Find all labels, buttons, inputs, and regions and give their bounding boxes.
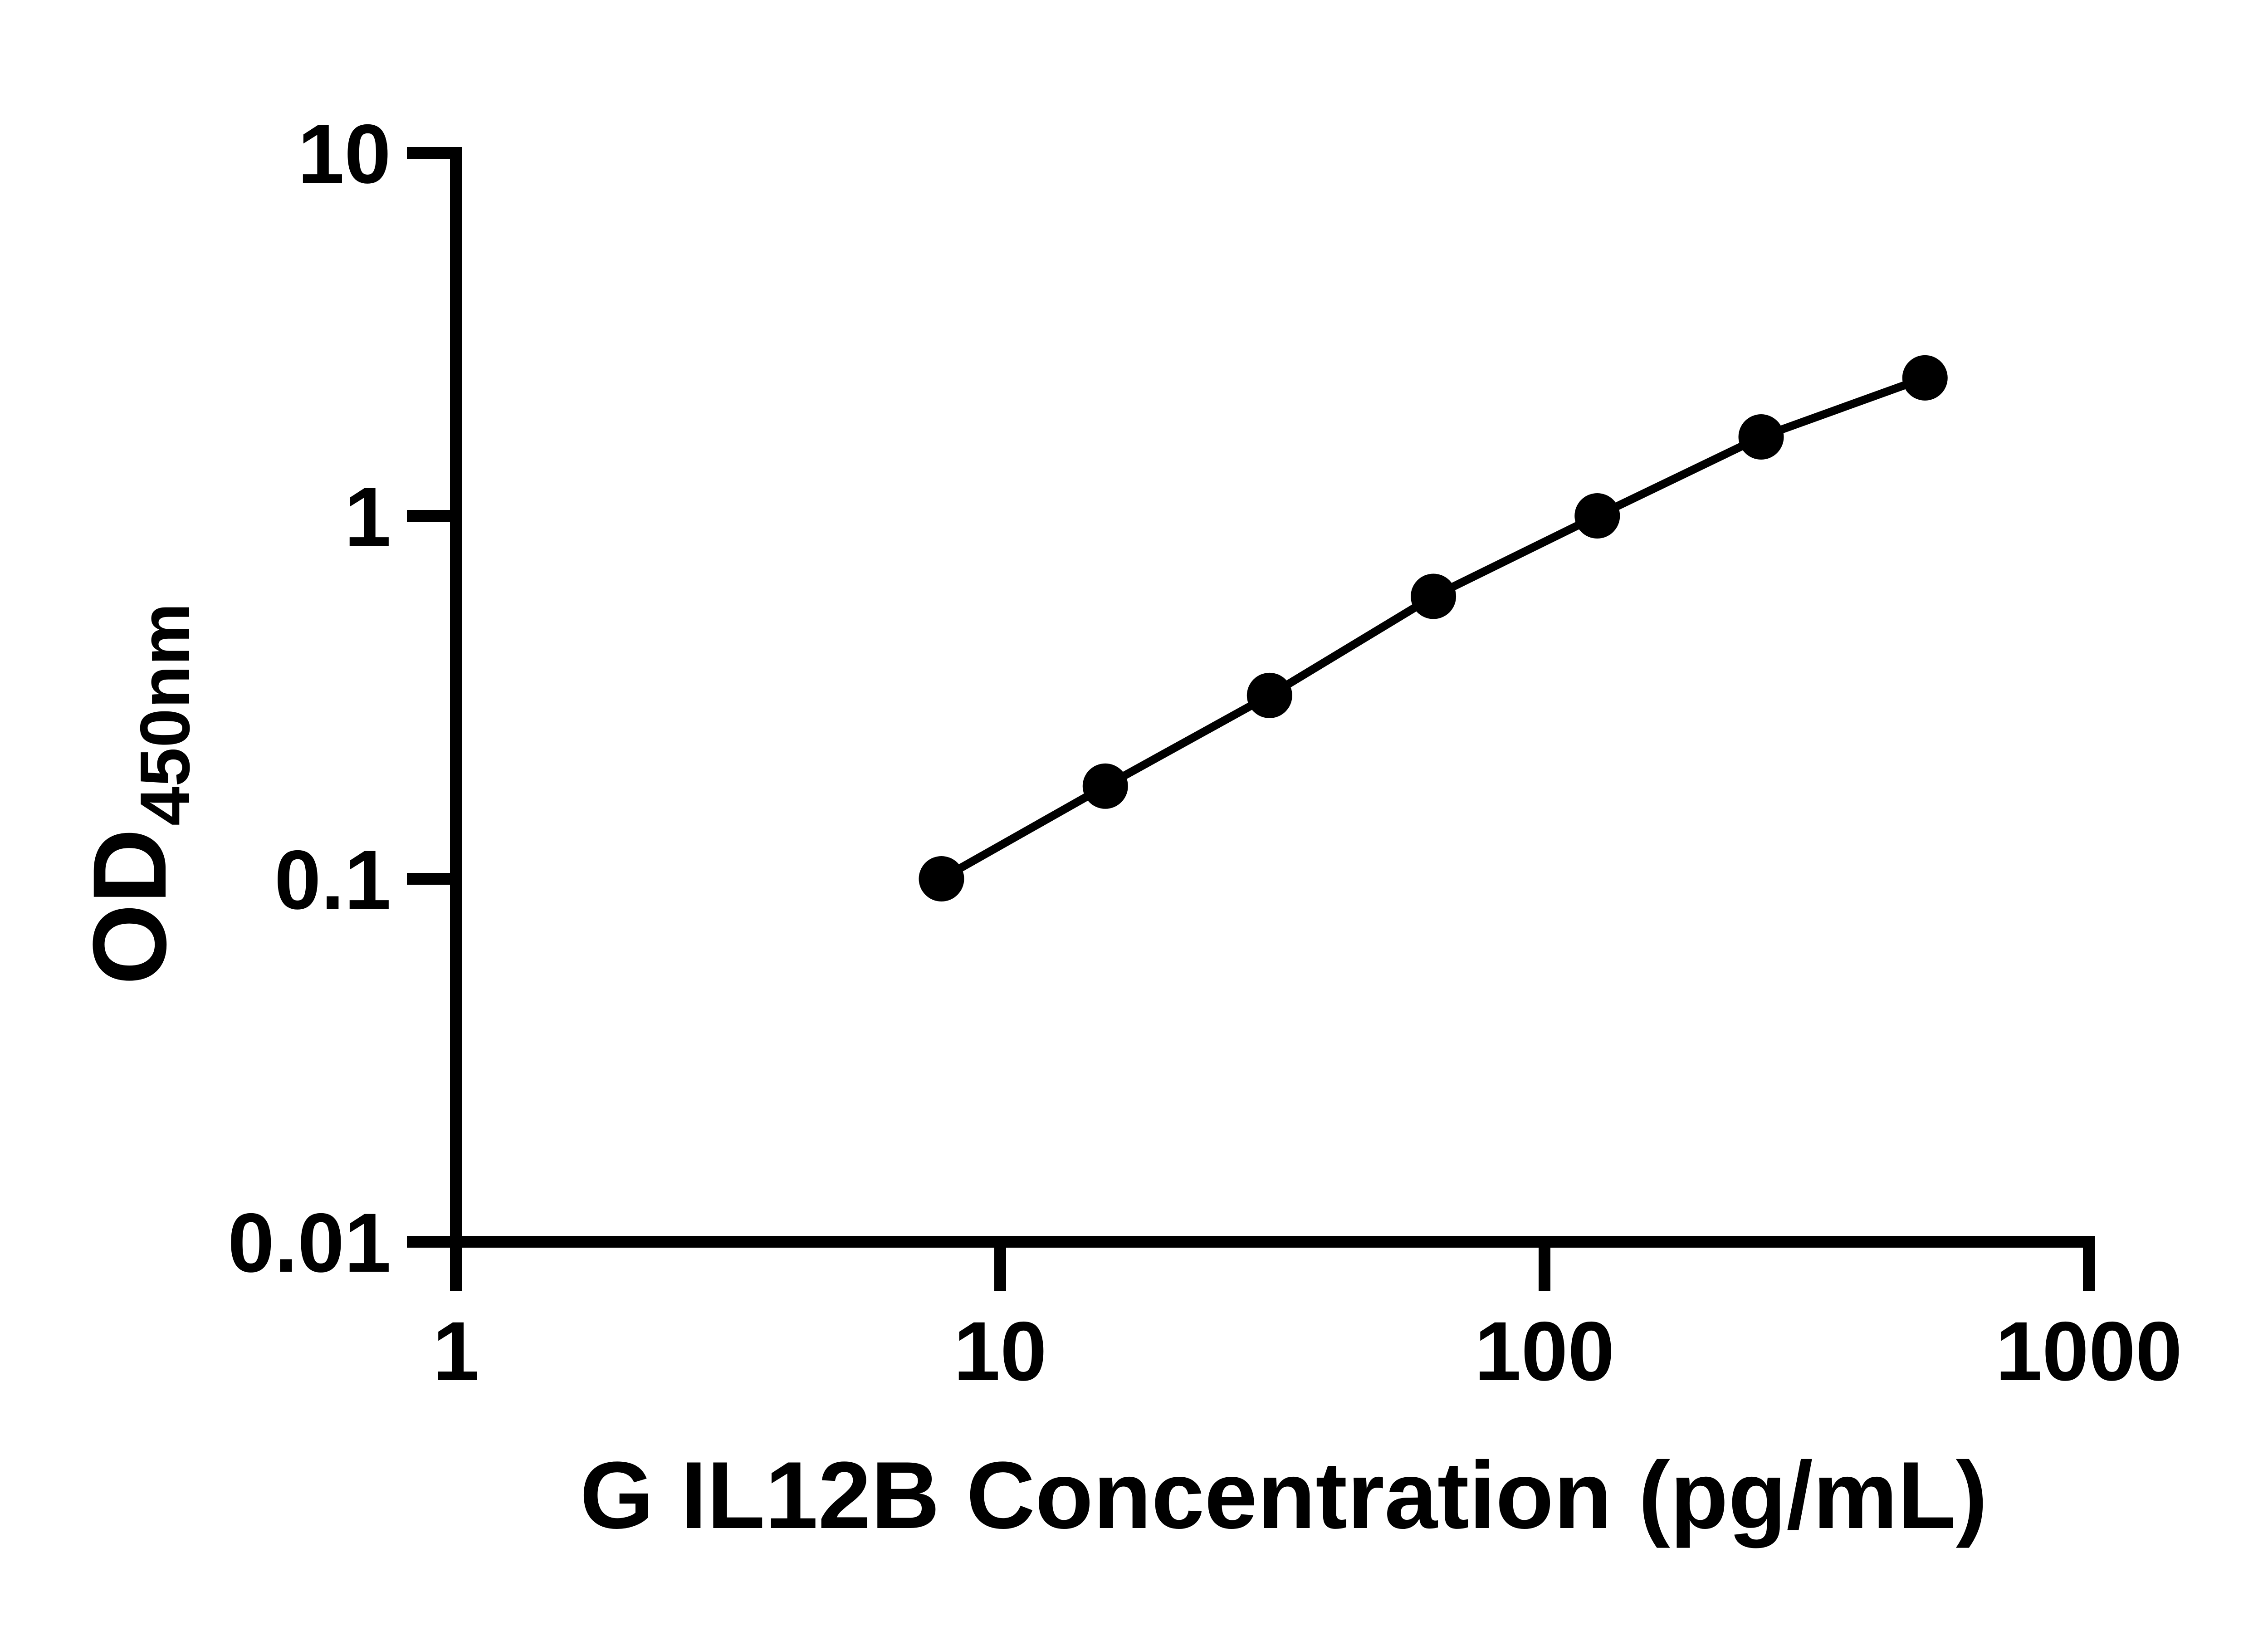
- data-point: [919, 856, 964, 901]
- data-point: [1082, 763, 1128, 809]
- series: [919, 355, 1948, 901]
- y-tick-label: 1: [344, 470, 391, 564]
- x-axis-title: G IL12B Concentration (pg/mL): [580, 1442, 1987, 1548]
- tick-labels: 0.01 0.1 1 10 1 10 100 1000: [228, 108, 2182, 1398]
- x-tick-label: 100: [1475, 1305, 1615, 1398]
- data-point: [1738, 414, 1784, 460]
- data-point: [1411, 573, 1457, 619]
- y-tick-label: 10: [298, 108, 391, 201]
- series-line: [937, 373, 1929, 883]
- x-tick-label: 10: [953, 1305, 1047, 1398]
- x-tick-label: 1000: [1995, 1305, 2182, 1398]
- tick-marks: [407, 147, 2095, 1291]
- y-tick-label: 0.1: [274, 833, 391, 927]
- y-axis-title: OD450nm: [71, 603, 204, 985]
- y-tick-label: 0.01: [228, 1196, 391, 1290]
- axes: [450, 147, 2095, 1248]
- y-axis-title-subscript: 450nm: [126, 603, 204, 826]
- y-axis-title-base: OD: [71, 828, 188, 985]
- data-point: [1574, 493, 1620, 539]
- x-tick-label: 1: [433, 1305, 479, 1398]
- data-point: [1902, 355, 1948, 401]
- data-point: [1246, 672, 1292, 718]
